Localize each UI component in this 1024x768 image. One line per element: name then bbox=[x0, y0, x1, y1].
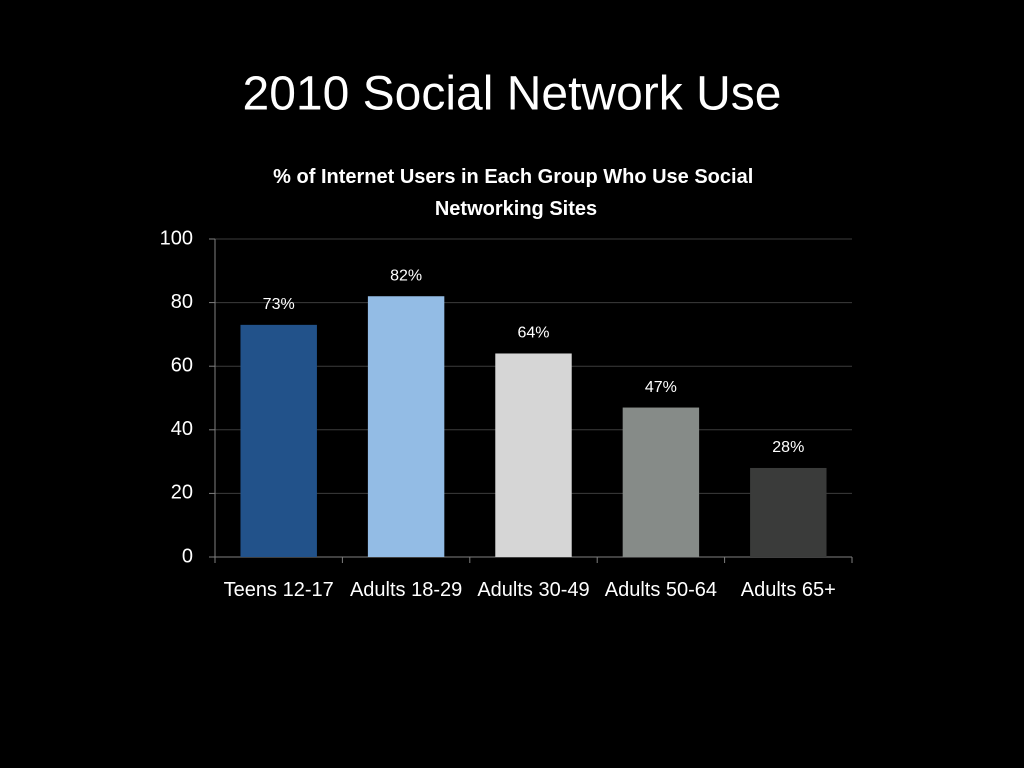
value-label: 82% bbox=[390, 267, 422, 284]
value-label: 64% bbox=[517, 325, 549, 342]
bar bbox=[750, 467, 827, 557]
value-label: 47% bbox=[645, 379, 677, 396]
y-tick-label: 60 bbox=[171, 354, 193, 376]
y-tick-label: 80 bbox=[171, 291, 193, 313]
x-tick-label: Adults 50-64 bbox=[605, 579, 717, 601]
y-tick-label: 100 bbox=[160, 227, 193, 249]
chart-title: % of Internet Users in Each Group Who Us… bbox=[273, 166, 759, 220]
value-label: 28% bbox=[772, 439, 804, 456]
x-tick-label: Adults 18-29 bbox=[350, 579, 462, 601]
y-tick-label: 20 bbox=[171, 482, 193, 504]
x-tick-label: Adults 65+ bbox=[741, 579, 836, 601]
value-label: 73% bbox=[263, 296, 295, 313]
bar bbox=[367, 296, 445, 557]
x-tick-label: Adults 30-49 bbox=[477, 579, 589, 601]
bar bbox=[495, 353, 572, 557]
x-tick-label: Teens 12-17 bbox=[224, 579, 334, 601]
bar bbox=[240, 324, 317, 557]
bar bbox=[622, 407, 700, 557]
slide-title: 2010 Social Network Use bbox=[243, 68, 782, 121]
y-tick-label: 0 bbox=[182, 545, 193, 567]
y-tick-label: 40 bbox=[171, 418, 193, 440]
